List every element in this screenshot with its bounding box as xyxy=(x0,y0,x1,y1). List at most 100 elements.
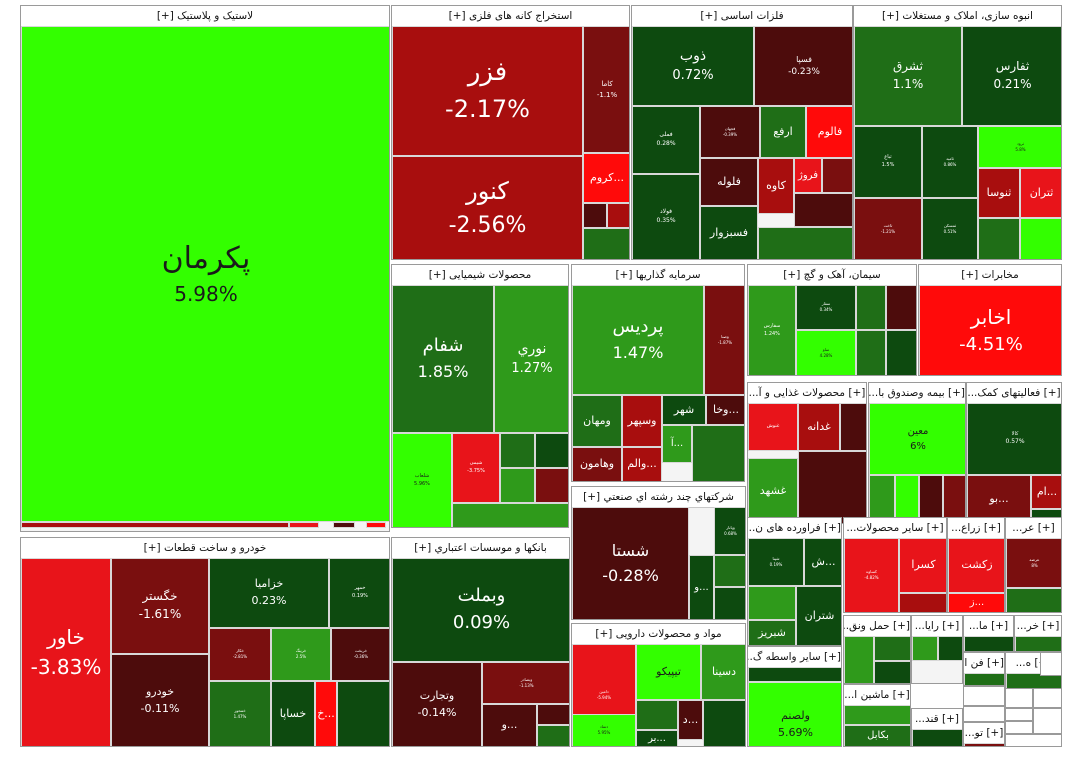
sector-header[interactable]: لاستیک و پلاستیک [+] xyxy=(21,6,389,27)
minor-stock-tile[interactable] xyxy=(874,636,910,661)
minor-stock-tile[interactable] xyxy=(822,158,852,193)
collapsed-sector-box[interactable] xyxy=(1033,688,1062,708)
minor-stock-tile[interactable] xyxy=(692,425,744,481)
sector-header[interactable]: [+] قند... xyxy=(912,709,962,730)
stock-tile[interactable]: ثمسکن 0.51% xyxy=(922,198,978,259)
minor-stock-tile[interactable] xyxy=(840,403,866,451)
stock-tile[interactable]: پکرمان 5.98% xyxy=(21,26,389,522)
stock-tile[interactable]: دسینا xyxy=(701,644,745,700)
stock-tile[interactable]: وبملت 0.09% xyxy=(392,558,569,662)
stock-tile[interactable]: پردیس 1.47% xyxy=(572,285,704,395)
stock-tile[interactable]: آ... xyxy=(662,425,692,463)
minor-stock-tile[interactable] xyxy=(794,193,852,227)
stock-tile[interactable]: غنوش xyxy=(748,403,798,451)
minor-stock-tile[interactable] xyxy=(583,228,629,259)
minor-stock-tile[interactable] xyxy=(714,587,745,619)
sector-header[interactable]: [+] زراع... xyxy=(948,518,1004,539)
minor-stock-tile[interactable] xyxy=(919,475,943,523)
sector-header[interactable]: [+] ما... xyxy=(964,616,1013,637)
collapsed-sector-box[interactable] xyxy=(963,686,1005,706)
stock-tile[interactable]: فروژ xyxy=(794,158,822,193)
sector-header[interactable]: [+] تو... xyxy=(964,723,1004,744)
sector-header[interactable]: مخابرات [+] xyxy=(919,265,1061,286)
stock-tile[interactable]: د... xyxy=(678,700,703,740)
minor-stock-tile[interactable] xyxy=(978,218,1020,259)
sector-header[interactable]: [+] فراورده های ن... xyxy=(748,518,841,539)
minor-stock-tile[interactable] xyxy=(899,593,946,612)
stock-tile[interactable]: فالوم xyxy=(806,106,852,158)
minor-stock-tile[interactable] xyxy=(366,522,386,528)
stock-tile[interactable]: ثباغ 1.5% xyxy=(854,126,922,198)
stock-tile[interactable]: ثاخت -1.21% xyxy=(854,198,922,259)
minor-stock-tile[interactable] xyxy=(714,555,745,587)
stock-tile[interactable]: کنور -2.56% xyxy=(392,156,583,259)
minor-stock-tile[interactable] xyxy=(964,636,1013,651)
sector-header[interactable]: [+] خر... xyxy=(1015,616,1061,637)
minor-stock-tile[interactable] xyxy=(1015,636,1061,651)
minor-stock-tile[interactable] xyxy=(703,700,745,746)
stock-tile[interactable]: فولاد 0.35% xyxy=(632,174,700,259)
stock-tile[interactable]: فلوله xyxy=(700,158,758,206)
stock-tile[interactable]: ثرود 5.8% xyxy=(978,126,1061,168)
minor-stock-tile[interactable] xyxy=(500,433,535,468)
sector-header[interactable]: مواد و محصولات دارویی [+] xyxy=(572,624,745,645)
minor-stock-tile[interactable] xyxy=(500,468,535,503)
stock-tile[interactable]: شپنا 0.19% xyxy=(748,538,804,586)
collapsed-sector-box[interactable] xyxy=(1040,652,1062,676)
minor-stock-tile[interactable] xyxy=(21,522,289,528)
stock-tile[interactable]: عرضه 8% xyxy=(1006,538,1061,588)
stock-tile[interactable]: کالا 0.57% xyxy=(967,403,1061,475)
stock-tile[interactable]: ام... xyxy=(1031,475,1061,509)
stock-tile[interactable]: خریخت -0.36% xyxy=(331,628,389,681)
stock-tile[interactable]: فملی 0.28% xyxy=(632,106,700,174)
stock-tile[interactable]: فزر -2.17% xyxy=(392,26,583,156)
minor-stock-tile[interactable] xyxy=(748,586,796,620)
stock-tile[interactable]: خساپا xyxy=(271,681,315,746)
minor-stock-tile[interactable] xyxy=(607,203,629,228)
sector-header[interactable]: [+] سایر واسطه گ... xyxy=(748,647,841,668)
stock-tile[interactable]: بکابل xyxy=(844,725,910,746)
stock-tile[interactable]: بو... xyxy=(967,475,1031,523)
stock-tile[interactable]: خکار -2.81% xyxy=(209,628,271,681)
minor-stock-tile[interactable] xyxy=(886,285,916,330)
minor-stock-tile[interactable] xyxy=(798,451,866,523)
stock-tile[interactable]: فسبزوار xyxy=(700,206,758,259)
stock-tile[interactable]: ش... xyxy=(804,538,841,586)
sector-header[interactable]: بانکها و موسسات اعتباري [+] xyxy=(392,538,569,559)
stock-tile[interactable]: فسپا -0.23% xyxy=(754,26,852,106)
minor-stock-tile[interactable] xyxy=(856,330,886,375)
minor-stock-tile[interactable] xyxy=(886,330,916,375)
stock-tile[interactable]: و... xyxy=(482,704,537,746)
minor-stock-tile[interactable] xyxy=(912,636,938,661)
minor-stock-tile[interactable] xyxy=(869,475,895,523)
sector-header[interactable]: محصولات شیمیایی [+] xyxy=(392,265,568,286)
minor-stock-tile[interactable] xyxy=(844,636,874,683)
minor-stock-tile[interactable] xyxy=(535,468,568,503)
minor-stock-tile[interactable] xyxy=(964,743,1004,746)
minor-stock-tile[interactable] xyxy=(535,433,568,468)
collapsed-sector-box[interactable] xyxy=(1005,721,1033,734)
minor-stock-tile[interactable] xyxy=(537,704,569,725)
sector-header[interactable]: [+] بیمه وصندوق با... xyxy=(869,383,965,404)
stock-tile[interactable]: کساوه -4.82% xyxy=(844,538,899,612)
minor-stock-tile[interactable] xyxy=(1006,588,1061,612)
stock-tile[interactable]: ثشرق 1.1% xyxy=(854,26,962,126)
stock-tile[interactable]: غشهد xyxy=(748,458,798,523)
stock-tile[interactable]: بر... xyxy=(636,730,678,746)
stock-tile[interactable]: و... xyxy=(689,555,714,619)
stock-tile[interactable]: کروم... xyxy=(583,153,629,203)
stock-tile[interactable]: وسپهر xyxy=(622,395,662,447)
sector-header[interactable]: [+] عر... xyxy=(1006,518,1061,539)
stock-tile[interactable]: کاوه xyxy=(758,158,794,214)
stock-tile[interactable]: وخا... xyxy=(706,395,744,425)
stock-tile[interactable]: خمحور 1.47% xyxy=(209,681,271,746)
sector-header[interactable]: [+] ماشین ا... xyxy=(844,685,910,706)
stock-tile[interactable]: ومهان xyxy=(572,395,622,447)
sector-header[interactable]: [+] حمل ونق... xyxy=(844,616,910,637)
stock-tile[interactable]: وپانار 0.68% xyxy=(714,507,745,555)
sector-header[interactable]: [+] فعالیتهای کمک... xyxy=(967,383,1061,404)
stock-tile[interactable]: شبریز xyxy=(748,620,796,645)
stock-tile[interactable]: سفار 0.34% xyxy=(796,285,856,330)
stock-tile[interactable]: خاور -3.83% xyxy=(21,558,111,746)
collapsed-sector-box[interactable] xyxy=(1033,708,1062,734)
